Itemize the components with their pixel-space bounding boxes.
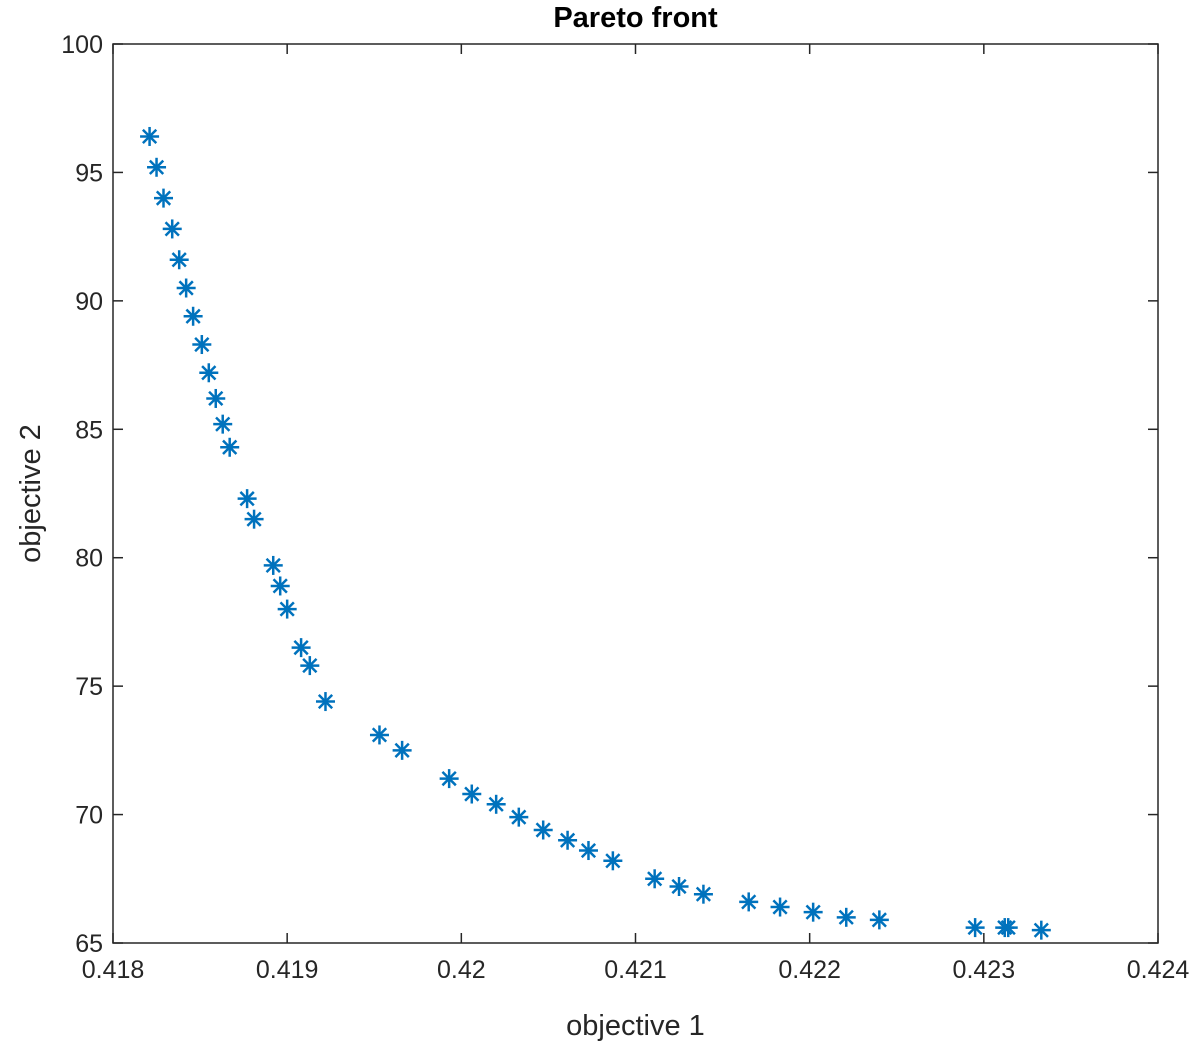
data-point	[369, 725, 389, 745]
x-tick-label: 0.418	[82, 956, 145, 984]
data-point	[1031, 920, 1051, 940]
data-point	[645, 869, 665, 889]
y-axis-ticks: 65 70 75 80 85 90 95 100	[61, 31, 1158, 958]
y-tick-label: 85	[75, 416, 103, 444]
x-tick-label: 0.422	[778, 956, 841, 984]
data-point	[220, 437, 240, 457]
y-tick-label: 80	[75, 545, 103, 573]
x-tick-label: 0.42	[437, 956, 486, 984]
data-points	[140, 126, 1051, 940]
chart-title: Pareto front	[553, 2, 718, 34]
y-tick-label: 95	[75, 159, 103, 187]
data-point	[277, 599, 297, 619]
data-point	[237, 489, 257, 509]
data-point	[770, 897, 790, 917]
y-tick-label: 100	[61, 31, 103, 59]
data-point	[533, 820, 553, 840]
data-point	[206, 388, 226, 408]
data-point	[558, 830, 578, 850]
data-point	[213, 414, 233, 434]
x-tick-label: 0.424	[1127, 956, 1190, 984]
data-point	[199, 363, 219, 383]
data-point	[315, 692, 335, 712]
x-axis-label: objective 1	[566, 1010, 705, 1042]
data-point	[803, 902, 823, 922]
data-point	[183, 306, 203, 326]
data-point	[439, 769, 459, 789]
data-point	[486, 794, 506, 814]
data-point	[836, 907, 856, 927]
data-point	[244, 509, 264, 529]
data-point	[998, 918, 1018, 938]
data-point	[263, 555, 283, 575]
y-axis-label: objective 2	[15, 424, 47, 563]
data-point	[300, 656, 320, 676]
x-tick-label: 0.419	[256, 956, 319, 984]
data-point	[154, 188, 174, 208]
plot-background	[113, 44, 1158, 943]
data-point	[693, 884, 713, 904]
data-point	[176, 278, 196, 298]
data-point	[669, 876, 689, 896]
y-tick-label: 65	[75, 930, 103, 958]
data-point	[509, 807, 529, 827]
x-axis-ticks: 0.418 0.419 0.42 0.421 0.422 0.423 0.424	[82, 44, 1190, 984]
data-point	[739, 892, 759, 912]
y-tick-label: 75	[75, 673, 103, 701]
y-tick-label: 90	[75, 288, 103, 316]
data-point	[147, 157, 167, 177]
y-tick-label: 70	[75, 802, 103, 830]
x-tick-label: 0.421	[604, 956, 667, 984]
data-point	[462, 784, 482, 804]
data-point	[291, 638, 311, 658]
data-point	[140, 126, 160, 146]
data-point	[270, 576, 290, 596]
x-tick-label: 0.423	[953, 956, 1016, 984]
data-point	[965, 918, 985, 938]
data-point	[869, 910, 889, 930]
data-point	[603, 851, 623, 871]
data-point	[392, 740, 412, 760]
data-point	[169, 250, 189, 270]
data-point	[578, 841, 598, 861]
data-point	[192, 335, 212, 355]
data-point	[162, 219, 182, 239]
